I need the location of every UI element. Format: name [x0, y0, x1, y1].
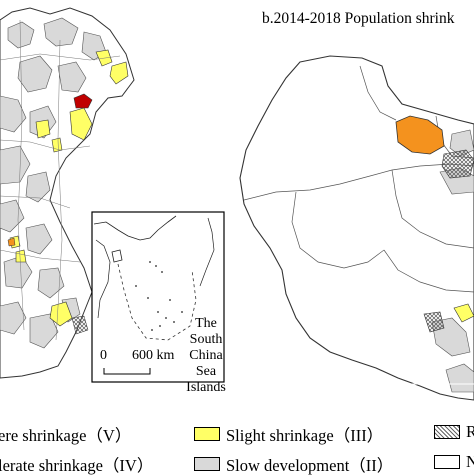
legend-right-2: N — [434, 452, 474, 472]
left-slow-region — [57, 61, 87, 93]
left-slow-region — [25, 223, 53, 255]
right-slight-region — [453, 303, 474, 323]
right-province-boundary — [383, 249, 474, 293]
legend-slow: Slow development（II） — [194, 452, 393, 476]
left-slight-region — [35, 119, 51, 139]
panel-b-title: b.2014-2018 Population shrink — [262, 10, 455, 27]
left-moderate-region — [7, 237, 16, 247]
left-severe-region — [73, 93, 93, 109]
left-hatched-region — [71, 315, 89, 335]
inset-hainan-island — [111, 249, 123, 263]
left-slow-region — [43, 17, 79, 47]
left-slow-region — [25, 171, 51, 203]
left-slow-region — [37, 267, 65, 299]
right-province-boundary — [243, 163, 474, 201]
left-slow-region — [0, 95, 27, 133]
right-province-boundary — [391, 169, 474, 249]
left-slow-region — [29, 313, 59, 349]
right-province-boundary — [291, 191, 385, 269]
left-slow-region — [0, 145, 31, 185]
inset-map — [91, 211, 225, 383]
inset-label-line: The — [195, 316, 217, 331]
right-slow-region — [445, 363, 474, 393]
inset-dashed-boundary — [117, 263, 197, 341]
right-map — [239, 55, 474, 401]
right-moderate-region — [395, 115, 445, 155]
left-slight-region — [49, 301, 73, 327]
left-map — [0, 7, 135, 379]
inset-label-line: Islands — [186, 380, 226, 395]
left-slow-region — [7, 21, 35, 49]
inset-label: The South China Sea Islands — [184, 316, 228, 396]
right-hatched-region — [441, 149, 474, 179]
right-country-outline — [239, 55, 474, 401]
scale-distance-label: 600 km — [132, 348, 175, 363]
none-swatch-icon — [434, 455, 460, 469]
slight-swatch-icon — [194, 427, 220, 441]
right-province-boundary — [359, 65, 397, 121]
scale-zero-label: 0 — [100, 348, 107, 363]
legend-slow-label: Slow development（II） — [226, 456, 394, 475]
left-slight-region — [15, 249, 27, 263]
inset-label-line: Sea — [195, 364, 217, 379]
legend-severe-label: ere shrinkage（V） — [0, 426, 132, 445]
legend-severe: ere shrinkage（V） — [0, 422, 131, 446]
inset-scale-bar — [103, 368, 151, 375]
inset-frame — [91, 211, 225, 383]
inset-label-line: South — [189, 332, 223, 347]
left-country-outline — [0, 7, 135, 379]
inset-label-line: China — [189, 348, 223, 363]
legend-right-1: R — [434, 422, 474, 442]
hatch-swatch-icon — [434, 425, 460, 439]
right-hatched-region — [423, 311, 445, 333]
legend-slight-label: Slight shrinkage（III） — [226, 426, 384, 445]
slow-swatch-icon — [194, 457, 220, 471]
left-slight-region — [69, 107, 93, 141]
left-slight-region — [109, 61, 129, 85]
left-slow-region — [17, 55, 53, 93]
legend-moderate: lerate shrinkage（IV） — [0, 452, 153, 476]
legend-right-1-label: R — [466, 422, 474, 441]
legend-slight: Slight shrinkage（III） — [194, 422, 383, 446]
legend-right-2-label: N — [466, 452, 474, 471]
legend-moderate-label: lerate shrinkage（IV） — [0, 456, 154, 475]
inset-coastline — [93, 215, 177, 241]
left-slow-region — [0, 301, 27, 335]
